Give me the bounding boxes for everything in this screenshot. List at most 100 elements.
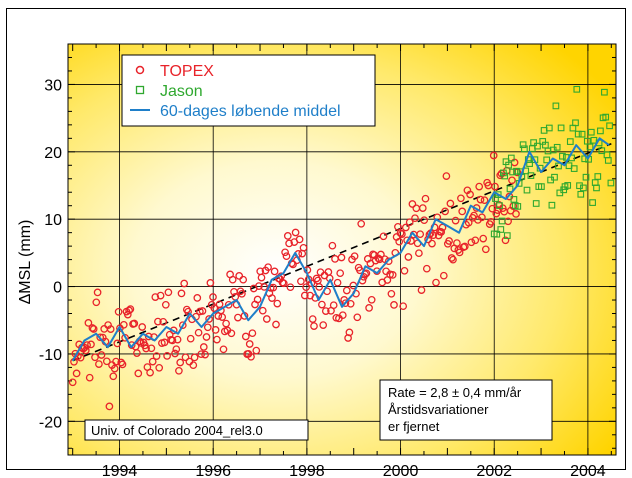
topex-point (457, 194, 465, 203)
topex-point (367, 295, 376, 304)
topex-point (442, 172, 451, 180)
topex-point (471, 236, 480, 245)
topex-point (387, 289, 396, 298)
topex-point (421, 194, 430, 203)
topex-point (84, 319, 93, 327)
jason-point (505, 161, 512, 169)
jason-point (577, 190, 585, 198)
topex-point (248, 329, 257, 338)
topex-point (164, 288, 173, 297)
rate-box (379, 379, 553, 441)
topex-point (109, 372, 118, 381)
legend-box (121, 54, 376, 127)
topex-point (239, 275, 248, 284)
topex-point (133, 349, 141, 357)
credit-text: Univ. of Colorado 2004_rel3.0 (91, 423, 263, 438)
topex-point (81, 346, 90, 355)
topex-point (219, 345, 228, 354)
topex-point (206, 279, 215, 287)
topex-point (400, 266, 409, 275)
jason-point (513, 167, 520, 175)
topex-point (455, 248, 464, 257)
topex-point (156, 291, 165, 300)
topex-point (345, 328, 354, 337)
topex-point (318, 300, 326, 309)
x-tick-label: 2004 (570, 463, 606, 478)
topex-point (95, 360, 103, 368)
topex-point (194, 328, 203, 337)
topex-point (209, 293, 217, 301)
jason-point (494, 191, 502, 198)
jason-point (493, 230, 501, 238)
topex-point (125, 306, 133, 315)
topex-point (401, 223, 410, 232)
topex-point (415, 249, 423, 258)
topex-point (198, 307, 207, 315)
topex-point (508, 176, 516, 185)
credit-box (84, 419, 309, 441)
jason-point (543, 156, 551, 164)
running-mean-line (71, 137, 610, 362)
jason-point (514, 203, 522, 210)
jason-point (572, 119, 579, 127)
x-tick-labels: 1994 1996 1998 2000 2002 2004 (102, 463, 606, 478)
topex-point (441, 207, 449, 216)
topex-point (480, 196, 489, 205)
topex-point (488, 204, 497, 213)
topex-point (91, 353, 99, 362)
topex-point (353, 313, 362, 322)
topex-point (152, 352, 161, 360)
jason-point (597, 127, 604, 135)
y-tick-label: -20 (39, 414, 62, 431)
topex-point (439, 271, 448, 280)
topex-point (438, 223, 447, 232)
topex-point (178, 321, 187, 330)
running-mean-polyline (71, 137, 610, 362)
topex-point (92, 298, 101, 307)
jason-point (598, 147, 606, 155)
axis-ticks (68, 43, 616, 455)
jason-point (602, 113, 610, 121)
topex-point (160, 338, 169, 347)
topex-point (295, 235, 304, 244)
topex-point (416, 230, 425, 239)
topex-point (247, 352, 255, 361)
jason-point (593, 184, 600, 192)
topex-point (342, 286, 351, 295)
topex-point (210, 304, 219, 312)
jason-point (503, 232, 511, 239)
topex-point (395, 237, 404, 246)
topex-point (417, 286, 426, 294)
topex-point (321, 307, 330, 315)
topex-point (238, 289, 246, 298)
topex-point (255, 282, 263, 290)
topex-point (202, 333, 211, 341)
topex-point (268, 294, 276, 302)
x-tick-label: 1998 (289, 463, 325, 478)
topex-point (437, 228, 446, 236)
topex-point (88, 324, 97, 332)
topex-point (399, 302, 408, 311)
topex-point (446, 199, 455, 208)
topex-point (281, 248, 289, 257)
topex-point (336, 269, 345, 278)
topex-point (384, 257, 393, 266)
jason-point (526, 160, 533, 167)
topex-point (491, 182, 499, 191)
topex-point (189, 361, 198, 370)
topex-point (181, 353, 190, 362)
jason-point (594, 173, 602, 180)
topex-point (388, 271, 397, 279)
jason-point (532, 200, 540, 207)
topex-point (405, 218, 414, 227)
topex-point (97, 351, 106, 359)
jason-point (548, 201, 556, 209)
jason-point (497, 226, 505, 233)
legend-topex-label: TOPEX (160, 63, 214, 80)
jason-point (496, 202, 503, 209)
topex-point (475, 182, 484, 191)
topex-point (346, 299, 355, 308)
topex-point (83, 341, 91, 349)
y-axis-label: ΔMSL (mm) (17, 220, 34, 305)
x-tick-label: 2002 (476, 463, 512, 478)
